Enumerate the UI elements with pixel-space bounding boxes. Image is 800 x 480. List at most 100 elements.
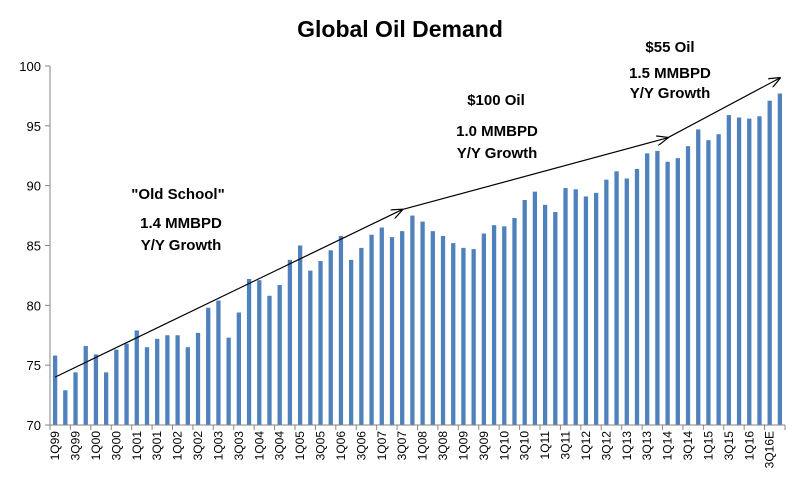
x-tick-label-1q99: 1Q99 [48, 431, 62, 461]
x-tick-label-1q13: 1Q13 [620, 431, 634, 461]
y-axis: 70 75 80 85 90 95 100 [19, 59, 51, 433]
bar-3q12 [604, 179, 609, 425]
bar-1q08 [420, 221, 425, 425]
x-tick-label-3q02: 3Q02 [191, 431, 205, 461]
bar-2q10 [512, 217, 517, 425]
bar-3q05 [318, 261, 323, 425]
bar-4q16e [777, 93, 783, 426]
bar-3q14 [685, 146, 691, 425]
bar-1q11 [542, 204, 548, 425]
bar-1q09 [461, 247, 466, 425]
annotation-55-oil-line-2: 1.5 MMBPD [629, 65, 711, 82]
bar-4q01 [165, 335, 170, 425]
trend-arrow-3 [667, 78, 780, 139]
bar-2q16 [757, 116, 762, 425]
bar-2q14 [675, 158, 680, 425]
x-tick-label-3q03: 3Q03 [232, 431, 246, 461]
bar-4q15 [736, 117, 742, 426]
bar-3q09 [481, 233, 486, 425]
x-tick-label-1q09: 1Q09 [456, 431, 470, 461]
bar-3q02 [195, 332, 201, 425]
bar-1q02 [175, 335, 180, 425]
bar-1q16 [747, 118, 752, 426]
bar-2q02 [185, 347, 190, 425]
bar-3q08 [440, 235, 446, 425]
x-tick-label-1q12: 1Q12 [579, 431, 593, 461]
x-tick-label-1q14: 1Q14 [661, 431, 675, 461]
bar-4q99 [83, 346, 88, 425]
x-tick-label-3q15: 3Q15 [722, 431, 736, 461]
bar-3q99 [73, 372, 78, 425]
x-tick-label-3q12: 3Q12 [599, 431, 613, 461]
bar-4q11 [573, 189, 578, 425]
x-tick-label-3q00: 3Q00 [109, 431, 123, 461]
x-tick-label-1q11: 1Q11 [538, 431, 552, 460]
x-tick-label-1q00: 1Q00 [89, 431, 103, 461]
annotation-old-school-line-3: Y/Y Growth [141, 237, 222, 254]
x-tick-label-3q05: 3Q05 [314, 431, 328, 461]
bar-1q03 [216, 300, 221, 425]
bar-3q00 [114, 349, 119, 425]
bar-3q07 [400, 231, 405, 425]
x-tick-label-1q04: 1Q04 [252, 431, 266, 461]
bar-2q04 [267, 295, 272, 425]
x-tick-label-1q10: 1Q10 [497, 431, 511, 461]
annotation-100-oil-line-3: Y/Y Growth [457, 145, 538, 162]
annotation-100-oil: $100 Oil 1.0 MMBPD Y/Y Growth [456, 92, 538, 162]
x-tick-label-3q13: 3Q13 [640, 431, 654, 461]
bar-3q04 [277, 284, 282, 425]
x-tick-label-3q14: 3Q14 [681, 431, 695, 461]
bar-2q99 [63, 390, 68, 425]
y-tick-label: 85 [27, 239, 41, 254]
bar-3q11 [563, 188, 568, 425]
x-tick-label-1q15: 1Q15 [701, 431, 715, 461]
bar-2q11 [553, 211, 558, 425]
bar-1q01 [134, 330, 139, 425]
x-tick-label-3q08: 3Q08 [436, 431, 450, 461]
chart-title: Global Oil Demand [297, 16, 503, 42]
bar-3q16e [767, 100, 772, 425]
annotation-55-oil-line-1: $55 Oil [645, 39, 694, 56]
bar-2q12 [594, 192, 599, 425]
y-tick-label: 100 [19, 59, 41, 74]
bar-4q09 [491, 225, 497, 425]
bar-4q07 [410, 215, 415, 425]
bar-2q13 [634, 168, 640, 425]
bar-3q15 [726, 115, 731, 425]
bar-2q15 [716, 134, 721, 425]
bar-4q12 [614, 171, 619, 425]
bar-4q14 [696, 129, 701, 426]
bar-2q05 [308, 270, 313, 425]
bar-2q03 [226, 337, 231, 425]
bar-4q02 [206, 307, 211, 425]
annotation-old-school-line-2: 1.4 MMBPD [140, 215, 222, 232]
annotation-55-oil: $55 Oil 1.5 MMBPD Y/Y Growth [629, 39, 711, 102]
x-tick-label-3q99: 3Q99 [69, 431, 83, 461]
bar-3q01 [155, 338, 160, 425]
bars [52, 93, 783, 426]
annotation-100-oil-line-2: 1.0 MMBPD [456, 123, 538, 140]
trend-arrows [54, 78, 780, 378]
x-tick-label-3q04: 3Q04 [273, 431, 287, 461]
bar-2q07 [389, 237, 395, 425]
annotation-old-school: "Old School" 1.4 MMBPD Y/Y Growth [131, 186, 224, 254]
x-tick-label-1q06: 1Q06 [334, 431, 348, 461]
x-tick-label-1q07: 1Q07 [375, 431, 389, 461]
bar-2q08 [430, 231, 435, 425]
x-tick-label-1q05: 1Q05 [293, 431, 307, 461]
bar-1q07 [379, 227, 384, 425]
x-tick-label-3q11: 3Q11 [559, 431, 573, 460]
bar-1q00 [93, 354, 99, 425]
trend-arrow-1 [54, 210, 402, 378]
y-tick-label: 80 [27, 298, 41, 313]
y-tick-label: 70 [27, 418, 41, 433]
bar-4q10 [532, 191, 538, 425]
trend-arrow-2 [402, 138, 667, 211]
bar-4q03 [246, 279, 252, 425]
bar-2q09 [471, 249, 476, 425]
bar-4q06 [369, 234, 374, 425]
x-tick-label-1q08: 1Q08 [416, 431, 430, 461]
bar-4q13 [655, 150, 660, 425]
bar-1q10 [502, 226, 507, 425]
bar-4q08 [451, 243, 456, 425]
